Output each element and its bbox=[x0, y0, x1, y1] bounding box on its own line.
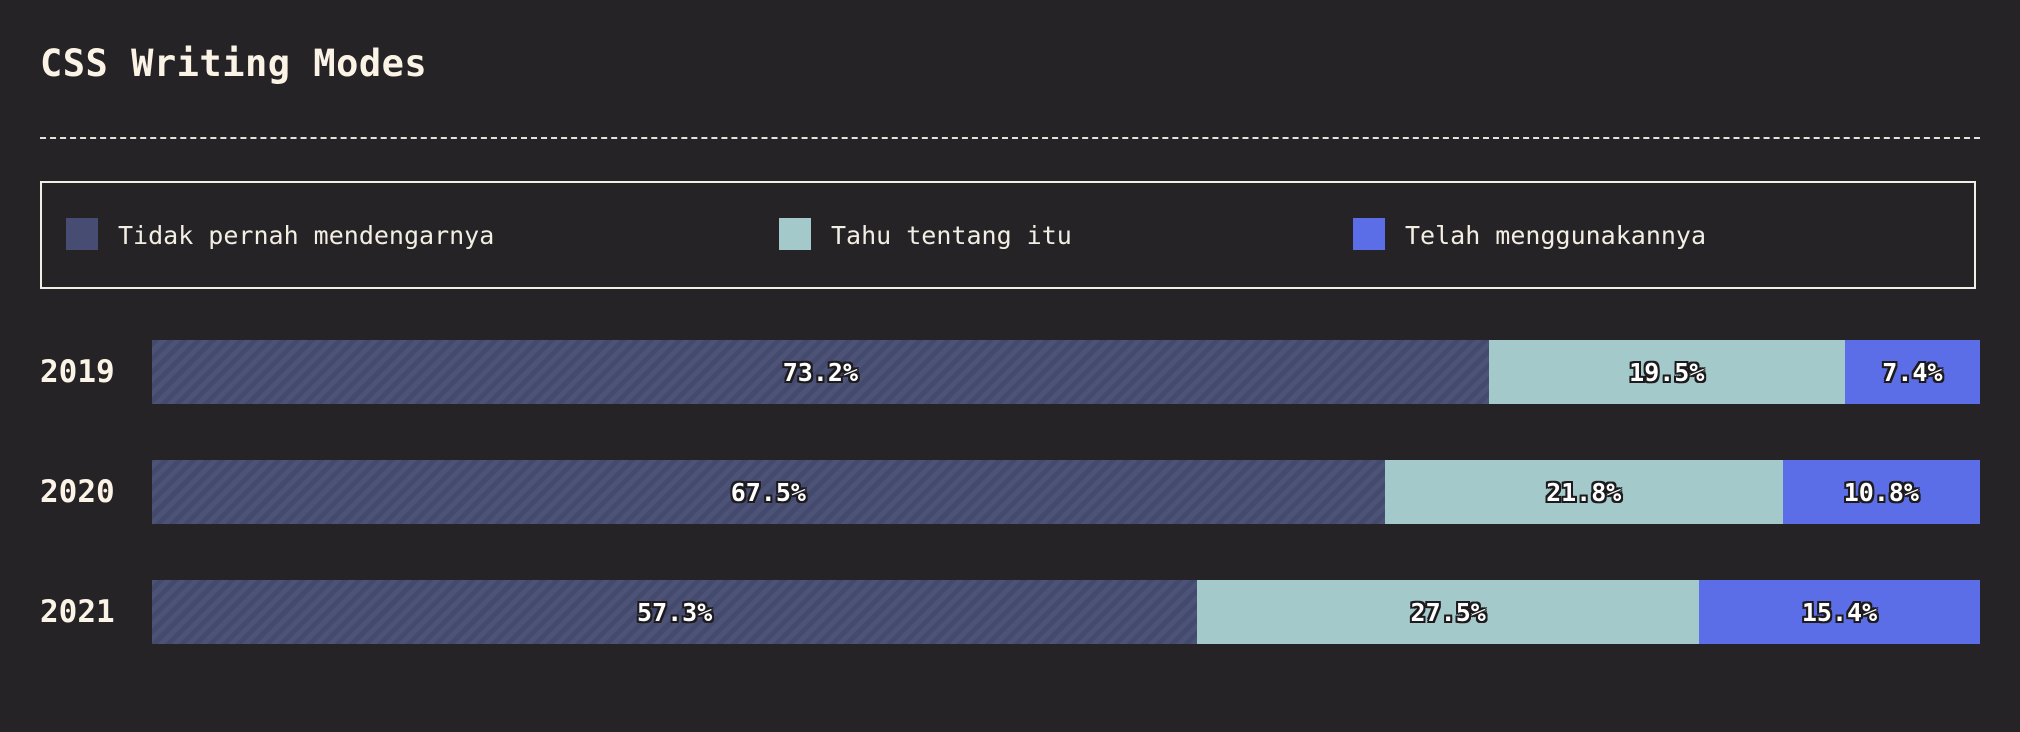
bar-segment-used-it-2021[interactable]: 15.4% bbox=[1699, 580, 1980, 644]
bar-segment-never-heard-2020[interactable]: 67.5% bbox=[152, 460, 1385, 524]
bar-segment-know-about-2021[interactable]: 27.5% bbox=[1197, 580, 1700, 644]
legend-swatch-used-it bbox=[1353, 218, 1385, 250]
row-label-2021: 2021 bbox=[40, 594, 115, 630]
title-divider bbox=[40, 137, 1980, 139]
data-label-know-about-2019: 19.5% bbox=[1629, 357, 1705, 387]
bar-segment-used-it-2019[interactable]: 7.4% bbox=[1844, 340, 1980, 404]
row-label-2019: 2019 bbox=[40, 354, 115, 390]
data-label-never-heard-2020: 67.5% bbox=[730, 477, 806, 507]
legend-item-never-heard[interactable]: Tidak pernah mendengarnya bbox=[66, 217, 494, 251]
data-label-never-heard-2019: 73.2% bbox=[782, 357, 858, 387]
legend-label-never-heard: Tidak pernah mendengarnya bbox=[118, 220, 495, 250]
legend-item-used-it[interactable]: Telah menggunakannya bbox=[1353, 217, 1706, 251]
bar-segment-know-about-2020[interactable]: 21.8% bbox=[1384, 460, 1783, 524]
bar-segment-never-heard-2019[interactable]: 73.2% bbox=[152, 340, 1489, 404]
bar-row-2021: 57.3% 27.5% 15.4% bbox=[152, 580, 1980, 644]
data-label-never-heard-2021: 57.3% bbox=[637, 597, 713, 627]
chart-legend: Tidak pernah mendengarnya Tahu tentang i… bbox=[40, 181, 1976, 289]
bar-segment-know-about-2019[interactable]: 19.5% bbox=[1488, 340, 1845, 404]
row-label-2020: 2020 bbox=[40, 474, 115, 510]
data-label-used-it-2019: 7.4% bbox=[1882, 357, 1943, 387]
legend-label-used-it: Telah menggunakannya bbox=[1405, 220, 1707, 250]
legend-item-know-about[interactable]: Tahu tentang itu bbox=[779, 217, 1072, 251]
bar-row-2020: 67.5% 21.8% 10.8% bbox=[152, 460, 1980, 524]
bar-row-2019: 73.2% 19.5% 7.4% bbox=[152, 340, 1980, 404]
legend-swatch-never-heard bbox=[66, 218, 98, 250]
data-label-used-it-2020: 10.8% bbox=[1843, 477, 1919, 507]
bar-segment-used-it-2020[interactable]: 10.8% bbox=[1782, 460, 1980, 524]
bar-segment-never-heard-2021[interactable]: 57.3% bbox=[152, 580, 1198, 644]
chart-title: CSS Writing Modes bbox=[40, 42, 428, 85]
legend-label-know-about: Tahu tentang itu bbox=[831, 220, 1072, 250]
data-label-used-it-2021: 15.4% bbox=[1801, 597, 1878, 627]
legend-swatch-know-about bbox=[779, 218, 811, 250]
data-label-know-about-2020: 21.8% bbox=[1546, 477, 1622, 507]
data-label-know-about-2021: 27.5% bbox=[1410, 597, 1486, 627]
